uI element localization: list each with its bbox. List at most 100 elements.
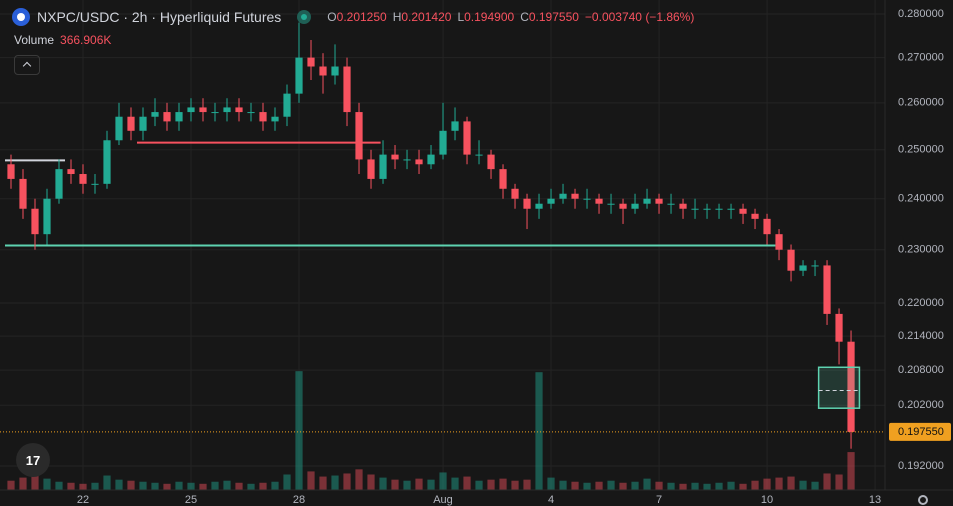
y-tick-label: 0.270000 — [898, 52, 944, 64]
volume-bar — [415, 478, 423, 490]
candle-body — [523, 198, 531, 209]
candle-body — [67, 169, 75, 175]
volume-bar — [547, 477, 555, 490]
volume-bar — [703, 483, 711, 490]
volume-bar — [691, 482, 699, 490]
volume-value: 366.906K — [60, 33, 112, 47]
candle-body — [247, 112, 255, 114]
legend-header: NXPC/USDC · 2h · Hyperliquid Futures O0.… — [12, 7, 694, 27]
ohlc-key: H — [392, 10, 402, 24]
candle-body — [403, 159, 411, 161]
ohlc-value: 0.194900 — [464, 10, 515, 24]
volume-bar — [499, 478, 507, 490]
candle-body — [487, 154, 495, 170]
range-box — [817, 366, 861, 409]
candle-body — [799, 265, 807, 271]
ohlc-close: C0.197550 — [520, 10, 579, 24]
candle-body — [751, 213, 759, 219]
volume-bar — [463, 476, 471, 490]
candle-body — [139, 116, 147, 131]
candle-body — [235, 107, 243, 113]
candle-body — [151, 112, 159, 117]
ohlc-value: 0.201420 — [401, 10, 452, 24]
collapse-button[interactable] — [14, 55, 40, 75]
x-tick-label: 13 — [869, 494, 881, 506]
candle-body — [187, 107, 195, 113]
volume-bar — [739, 483, 747, 490]
candle-body — [583, 198, 591, 200]
ohlc-low: L0.194900 — [457, 10, 514, 24]
volume-bar — [847, 452, 855, 490]
volume-bar — [127, 480, 135, 490]
candle-body — [307, 57, 315, 67]
candle-body — [355, 112, 363, 160]
tradingview-logo[interactable]: 17 — [16, 443, 50, 477]
volume-bar — [7, 480, 15, 490]
x-tick-label: 28 — [293, 494, 305, 506]
volume-bar — [259, 482, 267, 490]
volume-bar — [307, 471, 315, 490]
candle-body — [175, 112, 183, 122]
volume-bar — [67, 482, 75, 490]
volume-bar — [487, 479, 495, 490]
y-tick-label: 0.202000 — [898, 399, 944, 411]
x-tick-label: 4 — [548, 494, 554, 506]
candle-body — [43, 198, 51, 235]
volume-bar — [271, 481, 279, 490]
volume-bar — [439, 472, 447, 490]
volume-bar — [751, 480, 759, 490]
candle-body — [811, 265, 819, 267]
candle-body — [211, 112, 219, 114]
candle-body — [343, 66, 351, 113]
volume-bar — [403, 480, 411, 490]
ohlc-key: O — [327, 10, 337, 24]
volume-bar — [163, 483, 171, 490]
volume-bar — [451, 477, 459, 490]
candle-body — [199, 107, 207, 113]
market-status[interactable] — [297, 10, 312, 24]
volume-bar — [583, 482, 591, 490]
x-tick-label: 10 — [761, 494, 773, 506]
candle-body — [679, 203, 687, 209]
candle-body — [547, 198, 555, 204]
candle-body — [223, 107, 231, 113]
last-price-tag — [889, 422, 951, 441]
candle-body — [619, 203, 627, 209]
volume-bar — [523, 479, 531, 490]
volume-bar — [595, 481, 603, 490]
candle-body — [595, 198, 603, 204]
volume-bar — [103, 475, 111, 490]
candle-body — [103, 140, 111, 184]
volume-bar — [643, 478, 651, 490]
volume-bar — [763, 478, 771, 490]
volume-bar — [319, 476, 327, 490]
volume-bar — [799, 480, 807, 490]
price-axis-bg — [885, 0, 953, 506]
candle-body — [535, 203, 543, 209]
volume-bar — [91, 482, 99, 490]
volume-bar — [175, 481, 183, 490]
candle-body — [31, 208, 39, 235]
volume-bar — [667, 482, 675, 490]
candle-body — [271, 116, 279, 122]
candle-body — [835, 313, 843, 342]
volume-bar — [811, 481, 819, 490]
candle-body — [727, 208, 735, 210]
candle-body — [7, 164, 15, 179]
ohlc-value: 0.201250 — [336, 10, 387, 24]
candle-body — [439, 130, 447, 155]
candle-body — [499, 169, 507, 189]
volume-bar — [355, 469, 363, 490]
settings-button[interactable] — [918, 495, 928, 505]
ohlc-key: L — [457, 10, 465, 24]
volume-bar — [247, 483, 255, 490]
y-tick-label: 0.220000 — [898, 297, 944, 309]
candle-body — [847, 341, 855, 432]
volume-bar — [775, 477, 783, 490]
candle-body — [391, 154, 399, 160]
candle-body — [715, 208, 723, 210]
x-tick-label: 7 — [656, 494, 662, 506]
y-tick-label: 0.280000 — [898, 8, 944, 20]
volume-bar — [511, 480, 519, 490]
